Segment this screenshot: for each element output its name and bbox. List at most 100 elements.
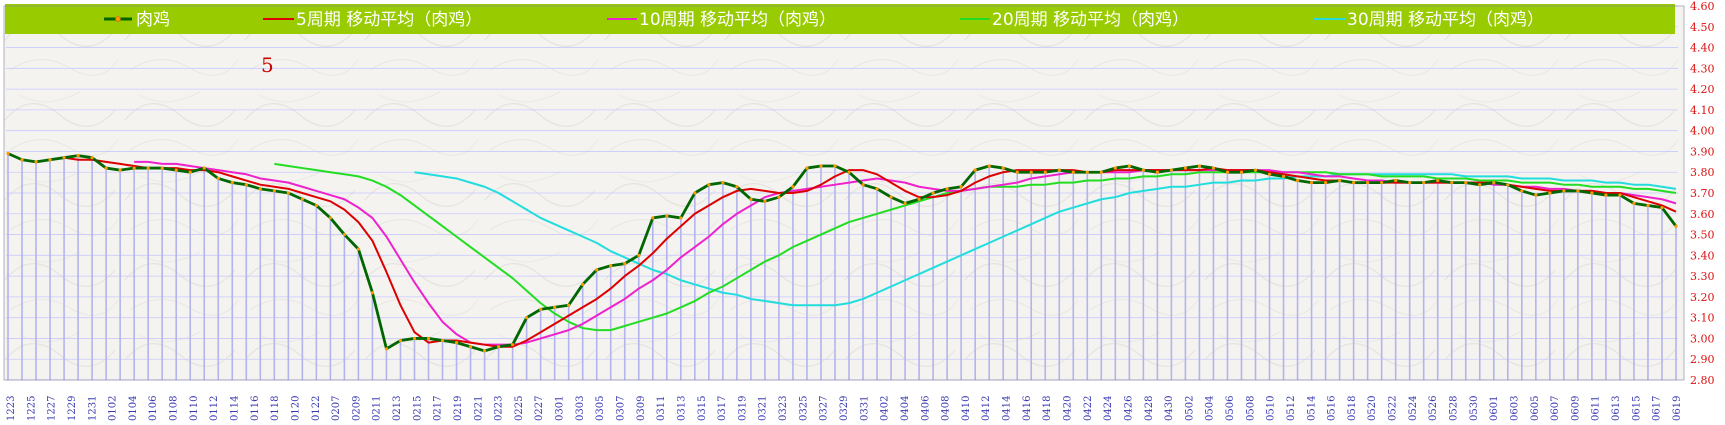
x-tick-label-45: 0406 [920,396,931,421]
x-tick-label-26: 0227 [534,396,545,421]
price-point-50 [707,183,711,187]
x-tick-label-73: 0601 [1489,396,1500,421]
plot-border [3,5,1685,381]
price-point-3 [48,158,52,162]
y-tick-label-18: 4.60 [1690,0,1715,13]
price-point-105 [1478,183,1482,187]
x-tick-label-32: 0311 [656,396,667,421]
x-tick-label-41: 0329 [839,396,850,421]
y-tick-label-3: 3.10 [1690,312,1715,325]
price-point-90 [1267,172,1272,176]
price-point-62 [875,187,879,191]
legend-marker-price [115,16,121,22]
price-point-75 [1057,168,1061,172]
x-tick-label-79: 0613 [1611,396,1622,421]
price-point-84 [1183,166,1188,170]
price-point-69 [973,168,977,172]
legend-label-ma5: 5周期 移动平均（肉鸡） [296,10,482,30]
price-point-107 [1506,183,1510,187]
price-point-13 [188,170,192,174]
y-tick-label-0: 2.80 [1690,374,1715,387]
price-point-24 [342,232,347,237]
price-point-9 [132,166,136,170]
price-point-34 [482,349,487,353]
x-tick-label-64: 0514 [1306,396,1317,421]
x-tick-label-68: 0522 [1388,396,1399,421]
price-point-41 [581,282,585,287]
x-tick-label-3: 1229 [67,396,78,421]
x-tick-label-16: 0207 [331,396,342,421]
legend-item-ma5: 5周期 移动平均（肉鸡） [263,10,482,30]
x-tick-label-42: 0331 [859,396,870,421]
price-point-86 [1211,166,1216,170]
y-tick-label-17: 4.50 [1690,21,1715,34]
x-tick-label-61: 0508 [1245,396,1256,421]
y-axis-ticks: 2.80 2.90 3.00 3.10 3.20 3.30 3.40 3.50 3.60 3.70… [1690,0,1715,387]
x-tick-label-14: 0120 [290,396,301,421]
price-point-73 [1029,170,1033,174]
legend-label-ma20: 20周期 移动平均（肉鸡） [992,10,1189,30]
price-point-66 [931,191,935,195]
price-point-29 [412,336,417,341]
legend-label-ma10: 10周期 移动平均（肉鸡） [639,10,836,30]
price-point-31 [440,338,445,343]
x-tick-label-50: 0416 [1022,396,1033,421]
x-tick-label-47: 0410 [961,396,972,421]
x-tick-label-76: 0607 [1550,396,1561,421]
x-tick-label-70: 0526 [1428,396,1439,421]
y-tick-label-7: 3.50 [1690,229,1715,242]
x-axis-ticks: 1223 1225 1227 1229 1231 0102 0104 0106 0108 0110… [6,396,1683,421]
price-point-38 [539,307,543,311]
price-point-46 [651,216,655,220]
annotation-label: 5 [261,53,274,77]
x-tick-label-8: 0108 [169,396,180,421]
price-point-60 [847,170,851,174]
x-tick-label-6: 0104 [128,396,139,421]
price-point-79 [1113,166,1117,170]
x-tick-label-35: 0317 [717,396,728,421]
price-point-23 [328,216,332,220]
x-tick-label-10: 0112 [209,396,220,421]
y-tick-label-15: 4.30 [1690,62,1715,75]
price-point-77 [1085,170,1089,174]
price-point-21 [300,197,304,201]
price-point-93 [1309,181,1314,185]
x-tick-label-82: 0619 [1672,396,1683,421]
price-point-100 [1408,181,1412,185]
price-point-63 [889,195,893,199]
series [7,152,1678,353]
x-tick-label-17: 0209 [351,396,362,421]
price-point-112 [1576,189,1580,193]
y-tick-label-5: 3.30 [1690,270,1715,283]
price-point-45 [637,253,641,257]
price-point-104 [1464,181,1468,185]
price-point-115 [1618,193,1622,197]
legend-label-ma30: 30周期 移动平均（肉鸡） [1347,10,1544,30]
price-point-11 [160,166,164,170]
x-tick-label-49: 0414 [1002,396,1013,421]
x-tick-label-23: 0221 [473,396,484,421]
y-tick-label-10: 3.80 [1690,166,1715,179]
x-tick-label-19: 0213 [392,396,403,421]
price-point-92 [1295,178,1300,183]
price-point-81 [1141,168,1145,172]
price-point-111 [1562,189,1566,193]
x-tick-label-34: 0315 [697,396,708,421]
price-point-1 [20,158,24,162]
price-point-109 [1534,193,1538,197]
price-point-49 [693,191,697,195]
x-tick-label-59: 0504 [1205,396,1216,421]
price-point-15 [216,176,220,181]
x-tick-label-0: 1223 [6,396,17,421]
price-point-89 [1253,168,1258,172]
legend: 肉鸡 5周期 移动平均（肉鸡） 10周期 移动平均（肉鸡） 20周期 移动平均（… [5,4,1675,34]
price-point-64 [903,201,907,205]
x-tick-label-72: 0530 [1469,396,1480,421]
x-tick-label-40: 0327 [819,396,830,421]
price-point-72 [1015,170,1019,174]
price-point-51 [721,181,725,185]
price-point-25 [356,247,361,251]
price-point-71 [1001,166,1005,170]
vertical-bars [7,153,1677,380]
price-point-108 [1520,189,1524,193]
